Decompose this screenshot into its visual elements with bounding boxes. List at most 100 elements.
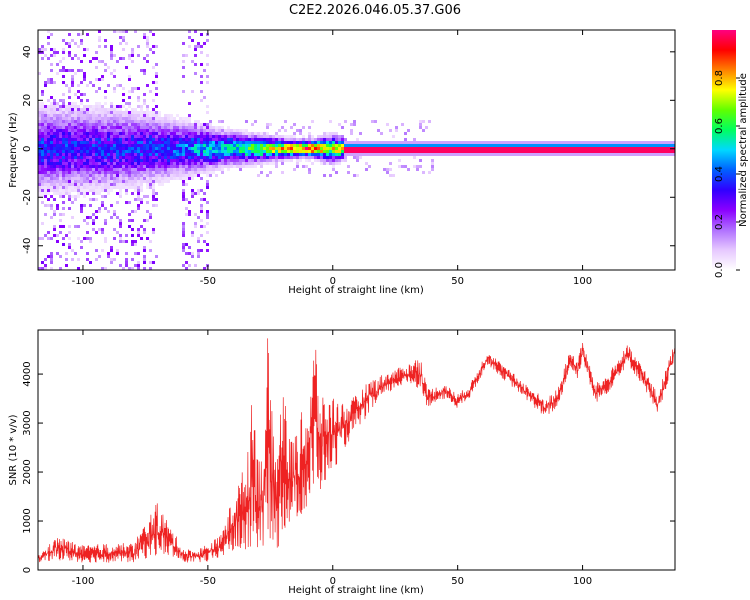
spectrogram-cell (131, 234, 134, 237)
spectrogram-cell (98, 78, 101, 81)
spectrogram-cell (236, 144, 239, 147)
spectrogram-cell (257, 156, 260, 159)
spectrogram-cell (98, 180, 101, 183)
spectrogram-cell (65, 123, 68, 126)
spectrogram-cell (95, 231, 98, 234)
spectrogram-cell (314, 153, 317, 156)
spectrogram-cell (80, 111, 83, 114)
spectrogram-cell (134, 123, 137, 126)
spectrogram-cell (461, 144, 464, 147)
spectrogram-cell (218, 135, 221, 138)
spectrogram-cell (125, 132, 128, 135)
spectrogram-cell (83, 75, 86, 78)
spectrogram-cell (110, 54, 113, 57)
spectrogram-cell (68, 177, 71, 180)
spectrogram-cell (266, 141, 269, 144)
spectrogram-cell (65, 177, 68, 180)
spectrogram-cell (116, 114, 119, 117)
spectrogram-cell (95, 138, 98, 141)
spectrogram-cell (137, 117, 140, 120)
spectrogram-cell (65, 258, 68, 261)
spectrogram-cell (335, 147, 338, 150)
spectrogram-cell (155, 138, 158, 141)
spectrogram-cell (224, 129, 227, 132)
spectrogram-cell (137, 45, 140, 48)
spectrogram-cell (605, 153, 608, 156)
spectrogram-cell (344, 144, 347, 147)
spectrogram-cell (95, 258, 98, 261)
spectrogram-cell (125, 114, 128, 117)
spectrogram-cell (251, 150, 254, 153)
spectrogram-cell (146, 141, 149, 144)
spectrogram-cell (119, 114, 122, 117)
spectrogram-cell (143, 231, 146, 234)
spectrogram-cell (122, 39, 125, 42)
spectrogram-cell (332, 162, 335, 165)
spectrogram-cell (41, 90, 44, 93)
spectrogram-cell (170, 156, 173, 159)
spectrogram-cell (167, 159, 170, 162)
spectrogram-cell (128, 78, 131, 81)
spectrogram-cell (311, 135, 314, 138)
spectrogram-cell (86, 237, 89, 240)
spectrogram-cell (278, 147, 281, 150)
spectrogram-cell (119, 165, 122, 168)
spectrogram-cell (347, 141, 350, 144)
spectrogram-cell (389, 174, 392, 177)
spectrogram-cell (317, 150, 320, 153)
spectrogram-cell (50, 147, 53, 150)
spectrogram-cell (584, 150, 587, 153)
spectrogram-cell (62, 51, 65, 54)
spectrogram-cell (71, 258, 74, 261)
spectrogram-cell (380, 144, 383, 147)
spectrogram-cell (209, 135, 212, 138)
spectrogram-cell (557, 153, 560, 156)
spectrogram-cell (116, 159, 119, 162)
spectrogram-cell (356, 153, 359, 156)
spectrogram-cell (620, 141, 623, 144)
spectrogram-cell (146, 162, 149, 165)
spectrogram-cell (41, 222, 44, 225)
spectrogram-cell (122, 144, 125, 147)
spectrogram-cell (167, 168, 170, 171)
spectrogram-cell (83, 177, 86, 180)
spectrogram-cell (98, 207, 101, 210)
spectrogram-cell (230, 150, 233, 153)
spectrogram-cell (239, 141, 242, 144)
spectrogram-cell (41, 180, 44, 183)
spectrogram-cell (668, 147, 671, 150)
spectrogram-cell (344, 141, 347, 144)
spectrogram-cell (155, 87, 158, 90)
spectrogram-cell (137, 192, 140, 195)
spectrogram-cell (74, 54, 77, 57)
spectrogram-cell (47, 177, 50, 180)
spectrogram-cell (164, 162, 167, 165)
spectrogram-cell (584, 147, 587, 150)
spectrogram-cell (110, 174, 113, 177)
spectrogram-cell (344, 159, 347, 162)
spectrogram-cell (74, 114, 77, 117)
spectrogram-cell (338, 162, 341, 165)
spectrogram-cell (77, 33, 80, 36)
spectrogram-cell (176, 165, 179, 168)
spectrogram-cell (68, 186, 71, 189)
spectrogram-cell (47, 117, 50, 120)
spectrogram-cell (407, 153, 410, 156)
spectrogram-cell (227, 165, 230, 168)
spectrogram-cell (65, 105, 68, 108)
spectrogram-cell (191, 168, 194, 171)
spectrogram-cell (128, 123, 131, 126)
spectrogram-cell (560, 150, 563, 153)
spectrogram-cell (200, 150, 203, 153)
spectrogram-cell (428, 141, 431, 144)
spectrogram-cell (332, 141, 335, 144)
spectrogram-cell (92, 111, 95, 114)
spectrogram-cell (266, 153, 269, 156)
spectrogram-cell (389, 168, 392, 171)
spectrogram-cell (128, 180, 131, 183)
spectrogram-cell (50, 159, 53, 162)
spectrogram-cell (146, 126, 149, 129)
spectrogram-cell (578, 141, 581, 144)
spectrogram-cell (62, 189, 65, 192)
spectrogram-cell (140, 138, 143, 141)
